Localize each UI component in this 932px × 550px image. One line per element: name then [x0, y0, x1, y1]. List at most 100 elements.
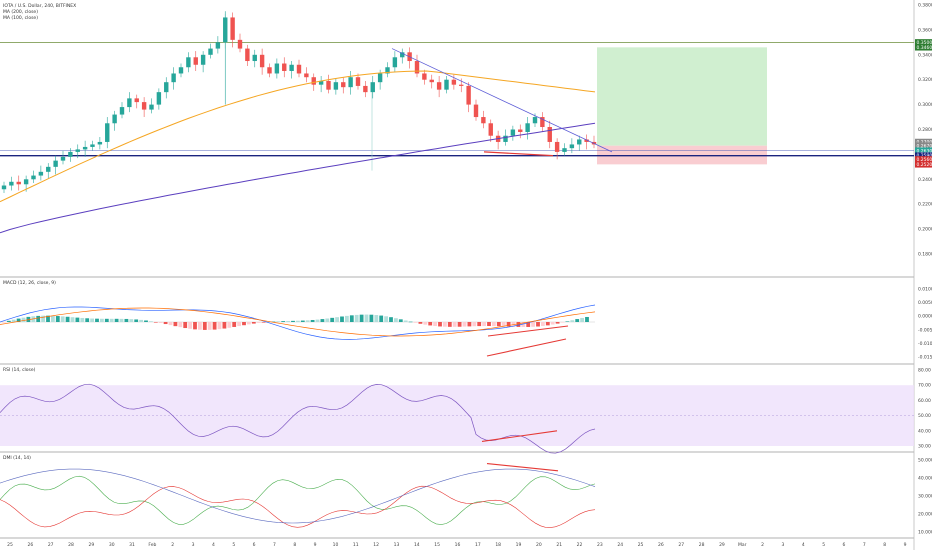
macd-histogram-bar: [11, 319, 16, 322]
macd-histogram-bar: [565, 321, 570, 322]
candle-body: [119, 107, 125, 115]
candle-body: [75, 149, 80, 152]
macd-histogram-bar: [46, 315, 50, 322]
macd-histogram-bar: [149, 321, 153, 322]
price-badge-label: 0.3460: [917, 45, 932, 51]
dmi-tick-label: 30.0000: [918, 494, 932, 500]
candle-body: [414, 61, 420, 74]
macd-histogram-bar: [139, 319, 143, 322]
macd-histogram-bar: [438, 322, 442, 327]
macd-histogram-bar: [202, 322, 207, 330]
candle-body: [577, 139, 582, 145]
ma-100-legend: MA (100, close): [3, 16, 38, 21]
descending-trendline: [391, 48, 613, 153]
candle-body: [547, 127, 552, 142]
candle-body: [385, 67, 390, 74]
time-tick-label: 26: [27, 542, 33, 548]
candle-body: [105, 123, 110, 142]
candle-body: [134, 98, 139, 103]
macd-histogram-bar: [570, 320, 575, 322]
time-tick-label: Mar: [738, 542, 747, 548]
macd-histogram-bar: [408, 321, 413, 323]
macd-histogram-bar: [423, 322, 428, 325]
macd-histogram-bar: [134, 319, 139, 322]
candle-body: [518, 129, 523, 132]
time-tick-label: 10: [333, 542, 339, 548]
candle-body: [503, 135, 508, 142]
rsi-tick-label: 80.00: [918, 368, 931, 374]
macd-title: MACD (12, 26, close, 9): [3, 281, 56, 286]
macd-histogram-bar: [51, 315, 55, 322]
macd-histogram-bar: [555, 322, 560, 324]
macd-histogram-bar: [325, 318, 330, 322]
macd-histogram-bar: [80, 317, 85, 322]
price-badge: [915, 39, 932, 46]
candle-body: [510, 129, 516, 136]
macd-histogram-bar: [207, 322, 212, 330]
macd-tick-label: -0.0150: [918, 355, 932, 361]
time-tick-label: 8: [293, 542, 296, 548]
time-tick-label: 17: [475, 542, 481, 548]
macd-histogram-bar: [354, 314, 359, 322]
time-tick-label: 28: [68, 542, 74, 548]
time-tick-label: 6: [843, 542, 846, 548]
macd-histogram-bar: [114, 318, 119, 322]
macd-histogram-bar: [261, 322, 266, 323]
candle-body: [237, 39, 243, 49]
time-tick-label: 21: [556, 542, 562, 548]
divergence-line: [483, 151, 554, 157]
macd-histogram-bar: [193, 322, 197, 330]
macd-histogram-bar: [60, 316, 65, 322]
time-tick-label: 4: [212, 542, 215, 548]
candle-body: [473, 104, 479, 118]
candle-body: [355, 77, 361, 86]
macd-divergence-line: [486, 338, 567, 357]
time-tick-label: 18: [495, 542, 501, 548]
macd-tick-label: 0.0000: [918, 314, 932, 320]
macd-histogram-bar: [281, 321, 286, 322]
candle-body: [252, 54, 257, 62]
macd-histogram-bar: [496, 322, 501, 327]
candle-body: [149, 104, 154, 110]
time-tick-label: 9: [904, 542, 907, 548]
time-tick-label: 26: [658, 542, 664, 548]
macd-histogram-bar: [198, 322, 202, 330]
macd-histogram-bar: [300, 320, 305, 322]
macd-histogram-bar: [256, 322, 261, 323]
ma-100-line: [0, 70, 596, 203]
candle-body: [459, 84, 464, 86]
candle-body: [289, 64, 294, 71]
macd-histogram-bar: [188, 322, 192, 329]
macd-histogram-bar: [100, 318, 104, 322]
macd-histogram-bar: [418, 322, 423, 324]
time-tick-label: 3: [782, 542, 785, 548]
macd-histogram-bar: [320, 319, 325, 322]
candle-body: [259, 54, 265, 68]
macd-histogram-bar: [16, 318, 21, 322]
candle-body: [348, 77, 353, 88]
macd-histogram-bar: [506, 322, 511, 327]
time-tick-label: 11: [353, 542, 359, 548]
price-badge-label: 0.2670: [917, 143, 932, 149]
candle-body: [444, 79, 449, 90]
macd-histogram-bar: [447, 322, 452, 327]
symbol-title: IOTA / U.S. Dollar, 240, BITFINEX: [3, 4, 77, 9]
candle-body: [23, 179, 29, 185]
time-tick-label: 14: [414, 542, 420, 548]
macd-histogram-bar: [379, 315, 384, 322]
macd-histogram-bar: [526, 322, 531, 327]
candle-body: [296, 64, 302, 74]
candle-body: [1, 185, 7, 190]
macd-histogram-bar: [413, 322, 418, 323]
chart-legend: IOTA / U.S. Dollar, 240, BITFINEX MA (20…: [3, 4, 76, 22]
time-tick-label: 22: [577, 542, 583, 548]
candle-body: [377, 73, 383, 83]
candle-body: [245, 48, 250, 62]
time-tick-label: 24: [617, 542, 623, 548]
